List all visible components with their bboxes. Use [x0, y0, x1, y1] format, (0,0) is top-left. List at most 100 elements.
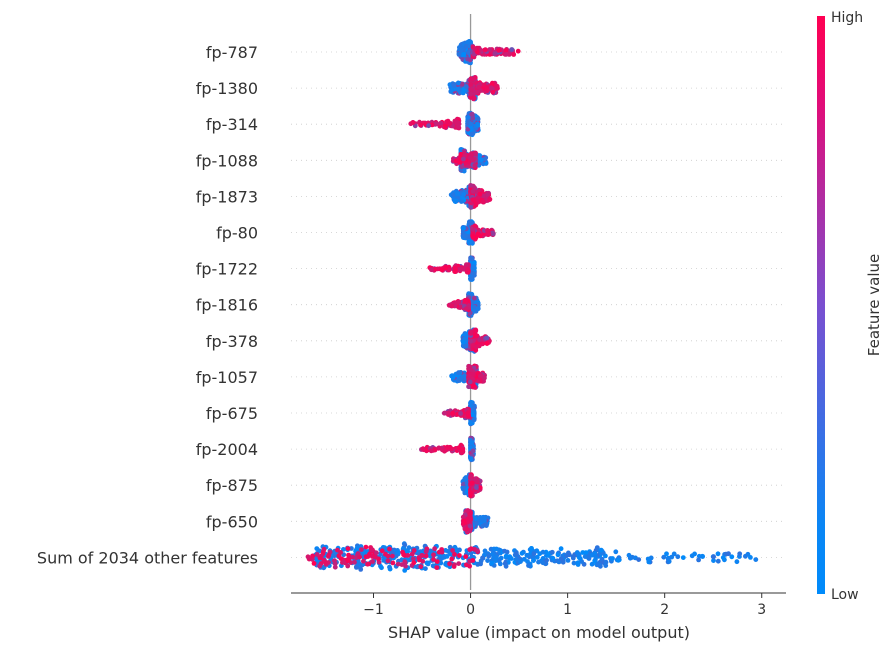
- shap-point: [492, 51, 498, 57]
- shap-point: [490, 552, 495, 557]
- shap-point: [402, 542, 408, 548]
- shap-point: [442, 448, 447, 454]
- shap-point: [465, 266, 470, 272]
- shap-point: [468, 82, 473, 88]
- shap-point: [305, 554, 311, 560]
- shap-point: [511, 52, 517, 57]
- shap-point: [475, 231, 481, 237]
- shap-point: [555, 552, 561, 558]
- shap-point: [661, 554, 667, 560]
- shap-point: [558, 556, 564, 562]
- shap-point: [432, 447, 438, 452]
- colorbar-low-label: Low: [831, 587, 859, 603]
- shap-point: [462, 298, 468, 303]
- shap-point: [475, 122, 480, 128]
- shap-point: [463, 306, 469, 312]
- feature-dots: [305, 541, 759, 573]
- shap-point: [454, 120, 460, 126]
- shap-point: [462, 233, 468, 239]
- shap-point: [461, 225, 466, 231]
- shap-point: [485, 192, 490, 197]
- shap-point: [575, 562, 581, 567]
- shap-point: [403, 563, 408, 569]
- shap-point: [491, 546, 497, 552]
- shap-point: [461, 339, 466, 345]
- shap-point: [470, 448, 476, 454]
- shap-point: [470, 406, 476, 411]
- shap-point: [471, 295, 477, 301]
- shap-point: [459, 199, 464, 204]
- dots-layer: [305, 39, 759, 573]
- shap-point: [711, 558, 716, 563]
- shap-point: [503, 47, 509, 53]
- feature-label: fp-1088: [196, 151, 258, 170]
- shap-point: [420, 446, 426, 452]
- shap-point: [502, 548, 507, 554]
- shap-point: [469, 151, 474, 157]
- shap-point: [363, 544, 369, 550]
- shap-point: [361, 558, 366, 564]
- shap-point: [345, 558, 351, 564]
- shap-point: [666, 559, 672, 564]
- shap-point: [613, 549, 619, 555]
- shap-point: [427, 551, 433, 557]
- feature-dots: [441, 399, 477, 427]
- shap-point: [473, 344, 479, 350]
- shap-point: [468, 204, 474, 210]
- shap-point: [589, 561, 595, 567]
- shap-point: [447, 444, 453, 450]
- shap-point: [484, 85, 489, 91]
- feature-dots: [447, 75, 500, 102]
- shap-point: [458, 151, 464, 157]
- shap-point: [473, 151, 478, 157]
- shap-point: [452, 552, 457, 557]
- shap-point: [531, 551, 537, 557]
- shap-point: [490, 89, 496, 95]
- shap-point: [472, 163, 478, 168]
- shap-point: [480, 199, 486, 205]
- feature-dots: [448, 183, 493, 210]
- shap-point: [465, 115, 471, 121]
- feature-dots: [449, 363, 487, 390]
- shap-point: [468, 91, 474, 97]
- shap-point: [457, 547, 462, 553]
- shap-point: [524, 552, 530, 558]
- shap-point: [564, 553, 569, 559]
- shap-point: [680, 555, 686, 560]
- shap-point: [696, 557, 701, 563]
- shap-point: [467, 547, 473, 552]
- shap-point: [445, 410, 451, 416]
- shap-point: [463, 554, 469, 559]
- shap-point: [466, 384, 471, 390]
- shap-point: [426, 560, 431, 566]
- shap-point: [379, 548, 385, 554]
- x-axis-label: SHAP value (impact on model output): [388, 623, 690, 642]
- shap-point: [457, 553, 462, 558]
- shap-point: [469, 256, 475, 261]
- shap-point: [443, 548, 448, 553]
- shap-point: [423, 553, 429, 559]
- shap-point: [452, 265, 458, 271]
- shap-point: [692, 551, 697, 557]
- shap-point: [434, 565, 440, 570]
- shap-point: [373, 554, 378, 560]
- shap-point: [423, 549, 429, 554]
- shap-point: [321, 546, 327, 552]
- shap-point: [536, 559, 541, 565]
- shap-point: [636, 557, 642, 562]
- shap-point: [442, 123, 448, 129]
- shap-point: [476, 84, 482, 90]
- shap-point: [450, 375, 456, 380]
- shap-point: [418, 564, 424, 570]
- shap-point: [409, 551, 415, 557]
- shap-point: [486, 553, 492, 559]
- shap-point: [711, 554, 716, 560]
- shap-point: [467, 379, 473, 385]
- shap-point: [438, 120, 444, 126]
- shap-point: [477, 377, 483, 383]
- feature-label: fp-1873: [196, 187, 258, 206]
- shap-point: [482, 548, 488, 554]
- shap-point: [737, 551, 743, 557]
- feature-label: fp-675: [206, 404, 258, 423]
